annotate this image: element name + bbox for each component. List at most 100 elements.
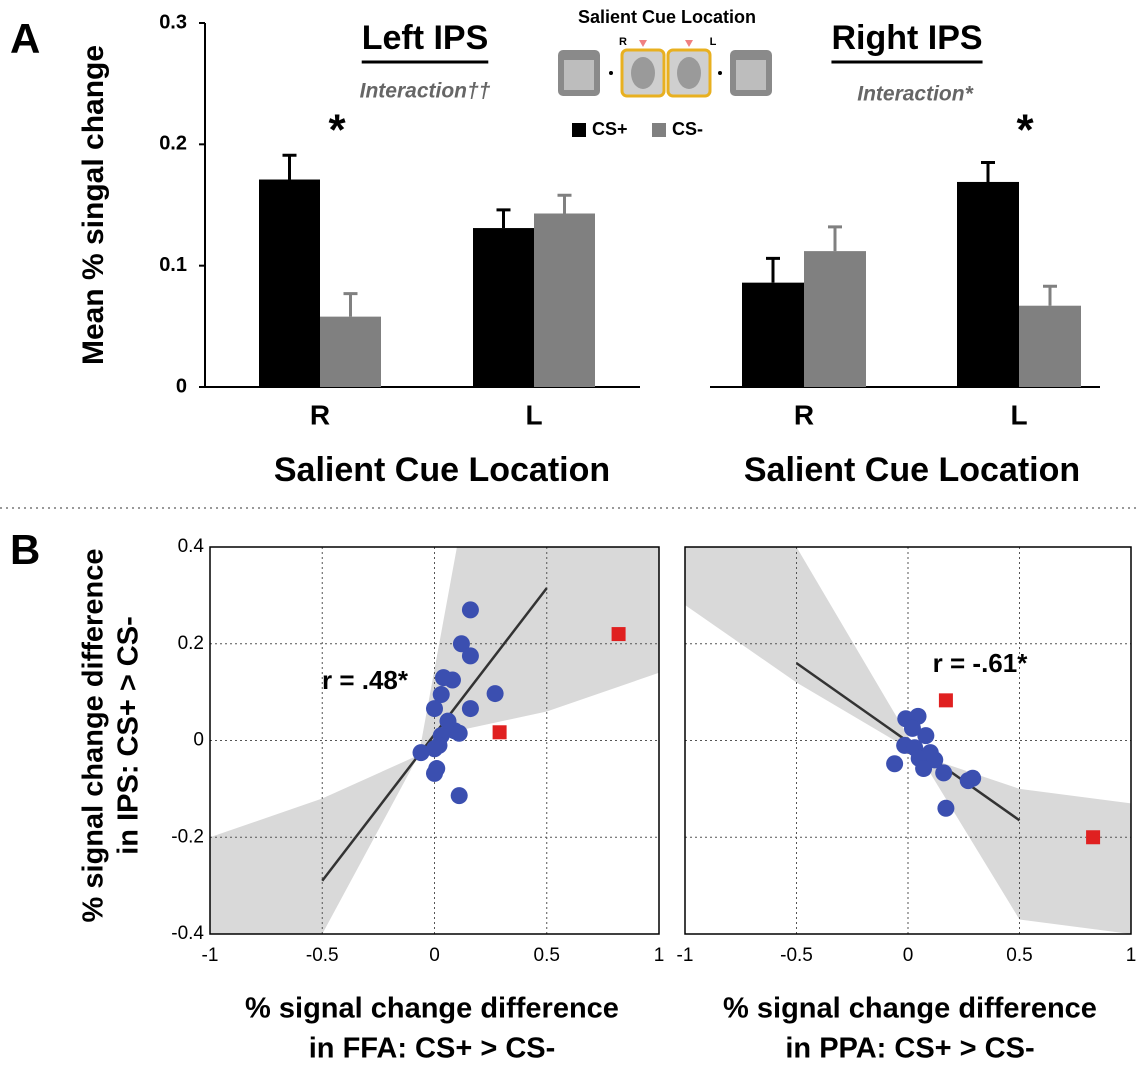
y-axis-label: in IPS: CS+ > CS- [113, 616, 145, 855]
error-bar [981, 161, 995, 182]
point [886, 755, 904, 773]
inset-label: R [619, 36, 627, 48]
point [443, 671, 461, 689]
inset-title: Salient Cue Location [578, 7, 756, 27]
point [450, 724, 468, 742]
point [937, 799, 955, 817]
point [486, 685, 504, 703]
plot-frame [209, 546, 660, 935]
y-tick-label: 0.1 [159, 254, 187, 276]
y-tick-label: 0 [176, 375, 187, 397]
error-bar [766, 256, 780, 283]
x-tick-label: R [310, 399, 330, 430]
point [461, 700, 479, 718]
legend-swatch [572, 123, 586, 137]
y-tick-label: 0.4 [178, 536, 205, 557]
y-tick-label: 0.2 [178, 633, 204, 654]
x-tick-label: -1 [677, 945, 694, 966]
chart-title: Right IPS [831, 19, 982, 57]
y-axis-label: % signal change difference [78, 549, 110, 923]
point [450, 787, 468, 805]
cue-arrow [685, 40, 693, 47]
point [935, 764, 953, 782]
point [959, 772, 977, 790]
point [903, 719, 921, 737]
error-bar [282, 153, 297, 180]
bar [957, 181, 1019, 387]
house-image [736, 60, 766, 90]
y-tick-label: 0 [193, 730, 204, 751]
fixation [609, 71, 613, 75]
x-axis-label: % signal change difference [723, 993, 1097, 1025]
x-tick-label: 0 [903, 945, 914, 966]
face-image [677, 57, 701, 89]
fixation [718, 71, 722, 75]
inset: Salient Cue Location R L [558, 7, 772, 98]
bar [534, 213, 595, 387]
point [915, 760, 933, 778]
x-axis-label: Salient Cue Location [744, 451, 1080, 489]
point [492, 725, 507, 740]
legend-swatch [652, 123, 666, 137]
point [426, 740, 443, 758]
point [1086, 830, 1101, 845]
x-axis-label: in PPA: CS+ > CS- [785, 1033, 1034, 1065]
y-tick-label: -0.2 [171, 826, 204, 847]
y-tick-label: 0.3 [159, 11, 187, 33]
annotation: r = .48* [322, 665, 409, 695]
point [426, 764, 443, 782]
x-tick-label: -0.5 [306, 945, 339, 966]
cue-arrow [639, 40, 647, 47]
bar [742, 282, 804, 387]
point [611, 627, 626, 642]
x-tick-label: R [794, 399, 814, 430]
point [917, 727, 935, 745]
x-tick-label: 1 [1126, 945, 1136, 966]
point [432, 686, 450, 704]
panel-label: B [10, 526, 40, 573]
chart-title: Left IPS [362, 19, 489, 57]
house-image [564, 60, 594, 90]
y-tick-label: 0.2 [159, 133, 187, 155]
x-tick-label: L [525, 399, 542, 430]
point [412, 744, 430, 762]
plot-frame [684, 546, 1132, 935]
face-image [631, 57, 655, 89]
legend-label: CS- [672, 119, 703, 139]
error-bar [828, 225, 842, 252]
x-tick-label: L [1010, 399, 1027, 430]
bar [804, 251, 866, 387]
point [452, 635, 470, 653]
x-tick-label: -0.5 [780, 945, 813, 966]
error-bar [496, 208, 511, 229]
inset-label: L [710, 36, 717, 48]
x-tick-label: 0.5 [1006, 945, 1032, 966]
error-bar [343, 292, 358, 317]
point [938, 693, 953, 708]
bar [1019, 305, 1081, 387]
x-axis-label: in FFA: CS+ > CS- [309, 1033, 556, 1065]
subtitle: Interaction* [857, 83, 973, 106]
x-tick-label: 0 [429, 945, 440, 966]
annotation: * [328, 106, 346, 155]
y-tick-label: -0.4 [171, 923, 204, 944]
point [461, 601, 479, 619]
bar [320, 316, 381, 387]
x-tick-label: 1 [654, 945, 665, 966]
bar [473, 228, 534, 387]
point [461, 647, 479, 665]
y-axis-label: Mean % singal change [77, 45, 110, 365]
annotation: r = -.61* [933, 648, 1029, 678]
x-tick-label: -1 [202, 945, 219, 966]
error-bar [1043, 284, 1057, 306]
x-axis-label: Salient Cue Location [274, 451, 610, 489]
error-bar [557, 193, 572, 214]
x-axis-label: % signal change difference [245, 993, 619, 1025]
x-tick-label: 0.5 [534, 945, 560, 966]
point [426, 700, 443, 718]
subtitle: Interaction†† [360, 80, 491, 103]
annotation: * [1016, 106, 1034, 155]
legend-label: CS+ [592, 119, 628, 139]
panel-label: A [10, 15, 40, 62]
